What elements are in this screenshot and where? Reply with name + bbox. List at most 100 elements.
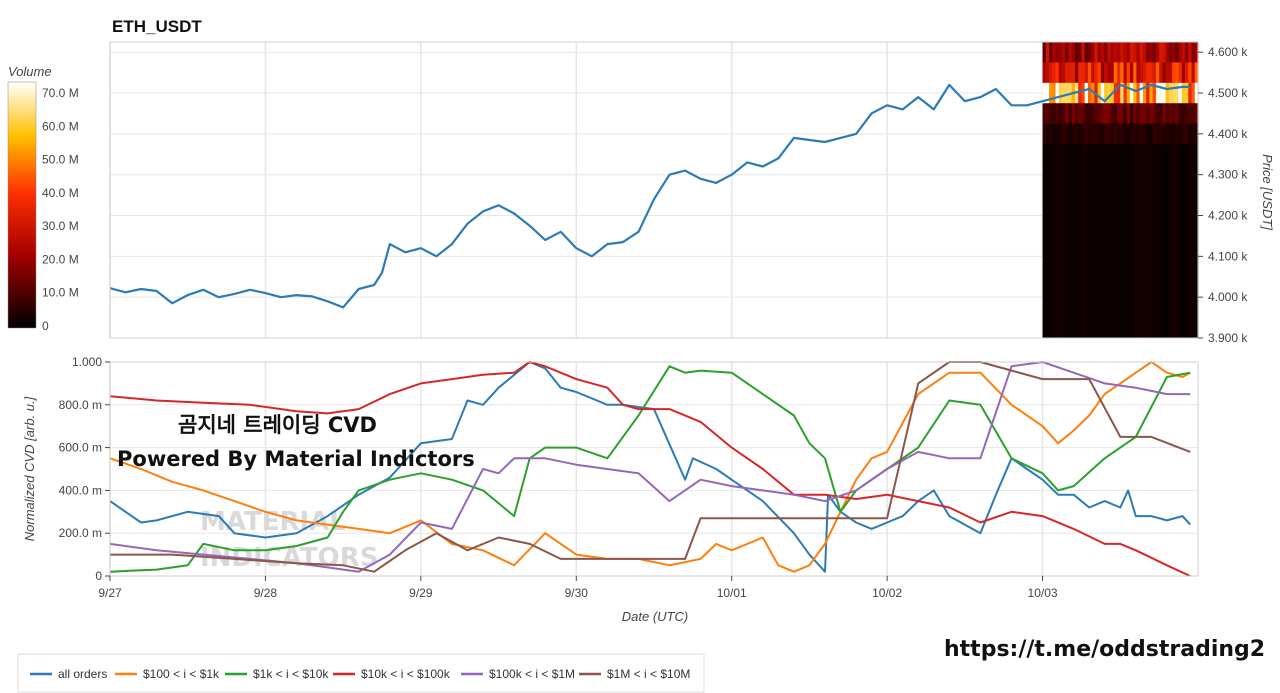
heatmap-cell-1-13: [1084, 62, 1089, 84]
legend-item-4[interactable]: $100k < i < $1M: [461, 667, 575, 681]
heatmap-cell-2-18: [1100, 82, 1105, 104]
price-tick-label-7: 4.600 k: [1208, 45, 1248, 59]
legend-label-2: $1k < i < $10k: [253, 667, 329, 681]
heatmap-cell-3-16: [1094, 103, 1099, 125]
heatmap-cell-5-6: [1062, 144, 1066, 339]
heatmap-cell-0-12: [1081, 42, 1086, 63]
heatmap-cell-0-18: [1100, 42, 1105, 63]
price-tick-label-2: 4.100 k: [1208, 249, 1248, 263]
heatmap-cell-4-16: [1094, 123, 1099, 145]
heatmap-cell-5-36: [1159, 144, 1163, 339]
heatmap-cell-1-33: [1149, 62, 1154, 84]
heatmap-cell-4-43: [1181, 123, 1186, 145]
heatmap-cell-4-27: [1130, 123, 1134, 145]
heatmap-cell-3-24: [1120, 103, 1125, 125]
heatmap-cell-2-41: [1175, 82, 1180, 104]
heatmap-cell-5-30: [1139, 144, 1144, 339]
heatmap-cell-0-11: [1078, 42, 1083, 63]
heatmap-cell-3-39: [1168, 103, 1173, 125]
price-tick-label-6: 4.500 k: [1208, 86, 1248, 100]
legend-item-3[interactable]: $10k < i < $100k: [333, 667, 451, 681]
price-panel[interactable]: 3.900 k 4.000 k 4.100 k 4.200 k 4.300 k 4.400…: [109, 41, 1275, 345]
heatmap-cell-1-43: [1181, 62, 1186, 84]
heatmap-cell-5-0: [1042, 144, 1047, 339]
legend[interactable]: all orders $100 < i < $1k $1k < i < $10k $1…: [17, 653, 705, 693]
heatmap-cell-2-28: [1133, 82, 1138, 104]
heatmap-cell-1-44: [1185, 62, 1189, 84]
heatmap-cell-5-32: [1146, 144, 1151, 339]
heatmap-cell-2-6: [1062, 82, 1066, 104]
heatmap-cell-3-1: [1045, 103, 1050, 125]
heatmap-cell-1-37: [1162, 62, 1167, 84]
price-tick-label-4: 4.300 k: [1208, 168, 1248, 182]
telegram-link[interactable]: https://t.me/oddstrading2: [944, 637, 1265, 662]
heatmap-cell-5-39: [1168, 144, 1173, 339]
legend-item-0[interactable]: all orders: [30, 667, 107, 681]
heatmap-cell-2-44: [1185, 82, 1189, 104]
heatmap-cell-1-0: [1042, 62, 1047, 84]
heatmap-cell-0-25: [1123, 42, 1128, 63]
heatmap-cell-4-7: [1065, 123, 1070, 145]
cvd-line-5: [110, 361, 1191, 573]
heatmap-cell-0-17: [1097, 42, 1102, 63]
date-tick-label-0: 9/27: [98, 586, 122, 600]
heatmap-cell-0-20: [1107, 42, 1112, 63]
heatmap-cell-1-11: [1078, 62, 1083, 84]
heatmap-cell-4-40: [1172, 123, 1176, 145]
heatmap-cell-3-12: [1081, 103, 1086, 125]
colorbar-tick-5: 50.0 M: [42, 153, 79, 167]
heatmap-cell-2-38: [1165, 82, 1170, 104]
heatmap-cell-1-18: [1100, 62, 1105, 84]
heatmap-cell-3-2: [1049, 103, 1053, 125]
heatmap-cell-2-42: [1178, 82, 1183, 104]
cvd-axis-label: Normalized CVD [arb. u.]: [22, 396, 37, 541]
legend-label-1: $100 < i < $1k: [143, 667, 220, 681]
legend-item-5[interactable]: $1M < i < $10M: [579, 667, 690, 681]
heatmap-cell-1-15: [1091, 62, 1095, 84]
heatmap-cell-1-35: [1155, 62, 1160, 84]
heatmap-cell-4-13: [1084, 123, 1089, 145]
heatmap-cell-1-27: [1130, 62, 1134, 84]
heatmap-cell-2-1: [1045, 82, 1050, 104]
heatmap-cell-4-14: [1087, 123, 1092, 145]
heatmap-cell-0-44: [1185, 42, 1189, 63]
legend-item-2[interactable]: $1k < i < $10k: [225, 667, 329, 681]
legend-item-1[interactable]: $100 < i < $1k: [115, 667, 220, 681]
date-tick-label-3: 9/30: [565, 586, 589, 600]
heatmap-cell-3-9: [1071, 103, 1076, 125]
cvd-line-3: [109, 361, 1191, 577]
heatmap-cell-3-20: [1107, 103, 1112, 125]
colorbar-tick-0: 0: [42, 319, 49, 333]
heatmap-cell-2-27: [1130, 82, 1134, 104]
heatmap-cell-3-14: [1087, 103, 1092, 125]
heatmap-cell-0-15: [1091, 42, 1095, 63]
heatmap-cell-0-2: [1049, 42, 1053, 63]
heatmap-cell-1-4: [1055, 62, 1060, 84]
heatmap-cell-1-17: [1097, 62, 1102, 84]
heatmap-cell-2-32: [1146, 82, 1151, 104]
heatmap-cell-3-13: [1084, 103, 1089, 125]
heatmap-cell-2-26: [1126, 82, 1131, 104]
heatmap-cell-0-5: [1058, 42, 1063, 63]
heatmap-cell-3-21: [1110, 103, 1115, 125]
heatmap-cell-5-34: [1152, 144, 1157, 339]
heatmap-cell-3-31: [1142, 103, 1147, 125]
heatmap-cell-2-3: [1052, 82, 1057, 104]
colorbar-tick-2: 20.0 M: [42, 252, 79, 266]
heatmap-cell-2-4: [1055, 82, 1060, 104]
heatmap-cell-0-34: [1152, 42, 1157, 63]
cvd-tick-label-5: 1.000: [72, 355, 102, 369]
heatmap-cell-5-2: [1049, 144, 1053, 339]
heatmap-cell-2-39: [1168, 82, 1173, 104]
heatmap-cell-5-24: [1120, 144, 1125, 339]
heatmap-cell-2-23: [1117, 82, 1121, 104]
heatmap-cell-1-40: [1172, 62, 1176, 84]
heatmap-cell-1-25: [1123, 62, 1128, 84]
heatmap-cell-5-9: [1071, 144, 1076, 339]
heatmap-cell-4-22: [1113, 123, 1118, 145]
heatmap-cell-4-45: [1188, 123, 1193, 145]
heatmap-cell-3-10: [1074, 103, 1079, 125]
heatmap-cell-5-14: [1087, 144, 1092, 339]
